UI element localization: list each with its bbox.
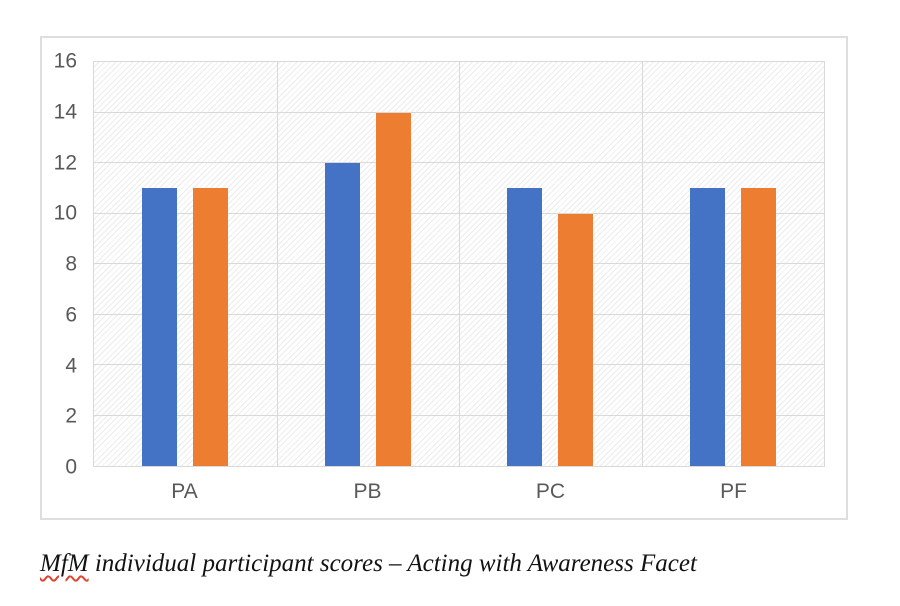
- y-tick-label-2: 2: [65, 404, 77, 428]
- y-tick-label-0: 0: [65, 455, 77, 479]
- bar-series1-pc[interactable]: [507, 188, 543, 466]
- v-gridline-3: [641, 62, 643, 466]
- y-tick-label-14: 14: [53, 100, 77, 124]
- bar-series1-pb[interactable]: [324, 163, 360, 466]
- bar-group-pa: [94, 62, 277, 466]
- caption-misspelled-word[interactable]: MfM: [40, 550, 89, 577]
- bar-series2-pc[interactable]: [558, 213, 594, 466]
- x-tick-label-pc: PC: [535, 480, 566, 503]
- v-gridline-2: [459, 62, 460, 466]
- x-tick-label-pf: PF: [720, 480, 747, 503]
- embedded-chart-object[interactable]: 0 2 4 6 8 10 12 14 16 PA PB PC PF: [40, 36, 848, 520]
- bar-series1-pa[interactable]: [142, 188, 178, 466]
- bar-series2-pb[interactable]: [375, 112, 411, 466]
- y-tick-label-16: 16: [53, 49, 77, 73]
- y-tick-label-4: 4: [65, 354, 77, 377]
- v-gridline-1: [276, 62, 278, 466]
- bar-series2-pa[interactable]: [193, 188, 229, 466]
- figure-caption[interactable]: MfM individual participant scores – Acti…: [40, 549, 697, 579]
- bar-group-pb: [277, 62, 460, 466]
- x-axis: PA PB PC PF: [93, 468, 825, 518]
- y-tick-label-10: 10: [53, 201, 77, 225]
- x-tick-label-pa: PA: [171, 480, 198, 503]
- bar-group-pf: [642, 62, 825, 466]
- y-tick-label-12: 12: [53, 151, 77, 174]
- bar-series1-pf[interactable]: [689, 188, 725, 466]
- h-gridline-16: [94, 61, 824, 62]
- y-tick-label-6: 6: [65, 303, 77, 327]
- y-tick-label-8: 8: [65, 252, 77, 276]
- y-axis: 0 2 4 6 8 10 12 14 16: [42, 51, 93, 478]
- plot-area: [93, 61, 825, 467]
- x-tick-label-pb: PB: [353, 480, 382, 503]
- bar-series2-pf[interactable]: [740, 188, 776, 466]
- caption-text: individual participant scores – Acting w…: [88, 550, 697, 577]
- bar-group-pc: [459, 62, 642, 466]
